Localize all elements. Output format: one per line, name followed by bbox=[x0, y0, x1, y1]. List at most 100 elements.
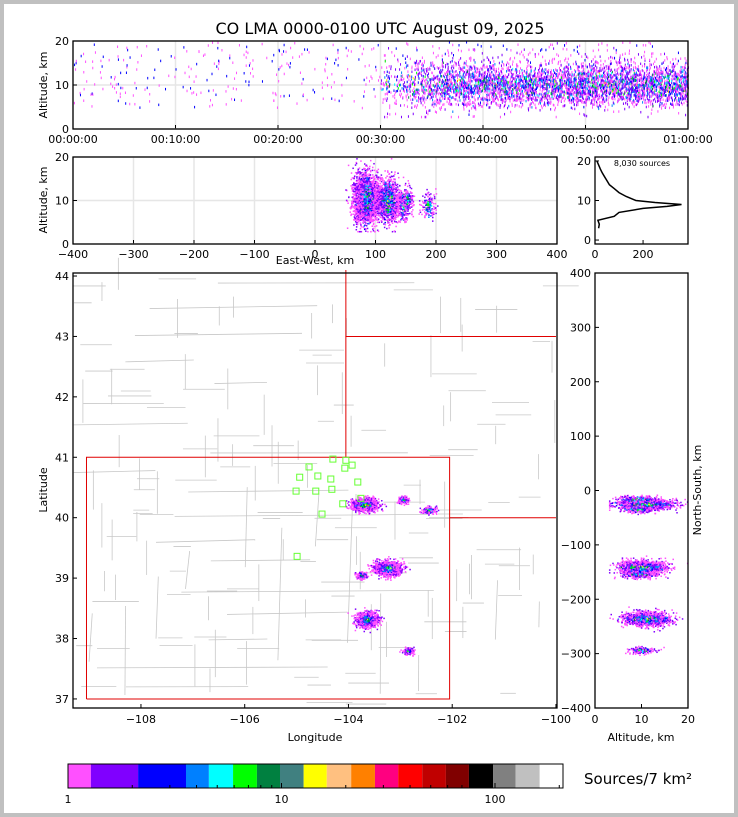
source-point bbox=[134, 102, 136, 106]
source-point bbox=[597, 86, 599, 90]
source-point bbox=[603, 98, 605, 101]
source-point bbox=[635, 96, 637, 99]
source-point bbox=[634, 62, 636, 65]
source-point bbox=[594, 69, 596, 72]
source-point bbox=[504, 75, 506, 79]
source-point bbox=[632, 88, 634, 92]
source-point bbox=[406, 80, 408, 84]
source-point bbox=[515, 81, 517, 84]
source-point bbox=[532, 86, 534, 89]
source-point bbox=[569, 73, 571, 76]
source-point bbox=[543, 75, 545, 79]
source-point bbox=[454, 60, 456, 64]
source-point bbox=[465, 62, 467, 65]
source-point bbox=[195, 75, 197, 78]
source-point bbox=[126, 65, 128, 69]
source-point bbox=[621, 78, 623, 81]
source-point bbox=[452, 76, 454, 80]
source-point bbox=[584, 81, 586, 84]
source-point bbox=[587, 56, 589, 60]
source-point bbox=[289, 65, 291, 69]
source-point bbox=[559, 95, 561, 99]
source-point bbox=[493, 91, 495, 94]
source-point bbox=[558, 89, 560, 92]
source-point bbox=[509, 70, 511, 74]
source-point bbox=[506, 91, 508, 95]
source-point bbox=[585, 104, 587, 107]
source-point bbox=[204, 53, 206, 56]
source-point bbox=[649, 77, 651, 80]
source-point bbox=[468, 75, 470, 78]
source-point bbox=[679, 87, 681, 91]
source-point bbox=[521, 86, 523, 89]
source-point bbox=[528, 91, 530, 94]
source-point bbox=[458, 96, 460, 99]
source-point bbox=[559, 89, 561, 92]
source-point bbox=[575, 74, 577, 78]
source-point bbox=[648, 88, 650, 92]
source-point bbox=[657, 93, 659, 97]
source-point bbox=[490, 102, 492, 105]
source-point bbox=[650, 103, 652, 106]
source-point bbox=[617, 91, 619, 95]
source-point bbox=[645, 76, 647, 79]
source-point bbox=[395, 102, 397, 105]
source-point bbox=[504, 103, 506, 106]
source-point bbox=[426, 109, 428, 113]
source-point bbox=[556, 76, 558, 80]
source-point bbox=[519, 60, 521, 63]
source-point bbox=[507, 86, 509, 90]
source-point bbox=[481, 83, 483, 86]
source-point bbox=[400, 78, 402, 82]
source-point bbox=[611, 86, 613, 89]
source-point bbox=[234, 98, 236, 102]
source-point bbox=[353, 100, 355, 103]
source-point bbox=[655, 57, 657, 61]
source-point bbox=[501, 60, 503, 63]
source-point bbox=[655, 72, 657, 75]
source-point bbox=[436, 87, 438, 90]
source-point bbox=[579, 80, 581, 84]
source-point bbox=[548, 78, 550, 82]
source-point bbox=[543, 87, 545, 91]
source-point bbox=[515, 76, 517, 79]
source-point bbox=[545, 96, 547, 99]
source-point bbox=[433, 75, 435, 78]
source-point bbox=[566, 66, 568, 69]
source-point bbox=[418, 72, 420, 75]
source-point bbox=[628, 64, 630, 67]
source-point bbox=[573, 97, 575, 101]
source-point bbox=[680, 57, 682, 60]
source-point bbox=[520, 79, 522, 82]
source-point bbox=[585, 92, 587, 96]
source-point bbox=[654, 88, 656, 92]
source-point bbox=[685, 83, 687, 86]
source-point bbox=[640, 76, 642, 80]
source-point bbox=[639, 89, 641, 92]
source-point bbox=[614, 68, 616, 72]
source-point bbox=[436, 84, 438, 88]
source-point bbox=[472, 87, 474, 90]
source-point bbox=[556, 53, 558, 56]
source-point bbox=[518, 81, 520, 85]
source-point bbox=[665, 82, 667, 85]
source-point bbox=[581, 64, 583, 67]
source-point bbox=[526, 58, 528, 61]
source-point bbox=[624, 107, 626, 111]
source-point bbox=[512, 73, 514, 76]
source-point bbox=[634, 79, 636, 82]
source-point bbox=[543, 104, 545, 107]
source-point bbox=[466, 105, 468, 108]
source-point bbox=[527, 75, 529, 78]
source-point bbox=[661, 95, 663, 98]
ew-height-panel: −400 −300 −200 −100 0 100 200 300 40001020Altitu… bbox=[37, 151, 568, 267]
source-point bbox=[501, 100, 503, 103]
source-point bbox=[117, 55, 119, 58]
source-point bbox=[444, 72, 446, 75]
source-point bbox=[461, 81, 463, 84]
source-point bbox=[593, 63, 595, 66]
source-point bbox=[485, 91, 487, 94]
source-point bbox=[548, 97, 550, 101]
source-point bbox=[608, 78, 610, 82]
source-point bbox=[480, 105, 482, 108]
